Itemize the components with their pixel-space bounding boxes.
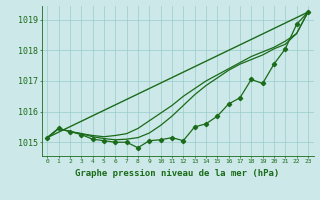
X-axis label: Graphe pression niveau de la mer (hPa): Graphe pression niveau de la mer (hPa)	[76, 169, 280, 178]
